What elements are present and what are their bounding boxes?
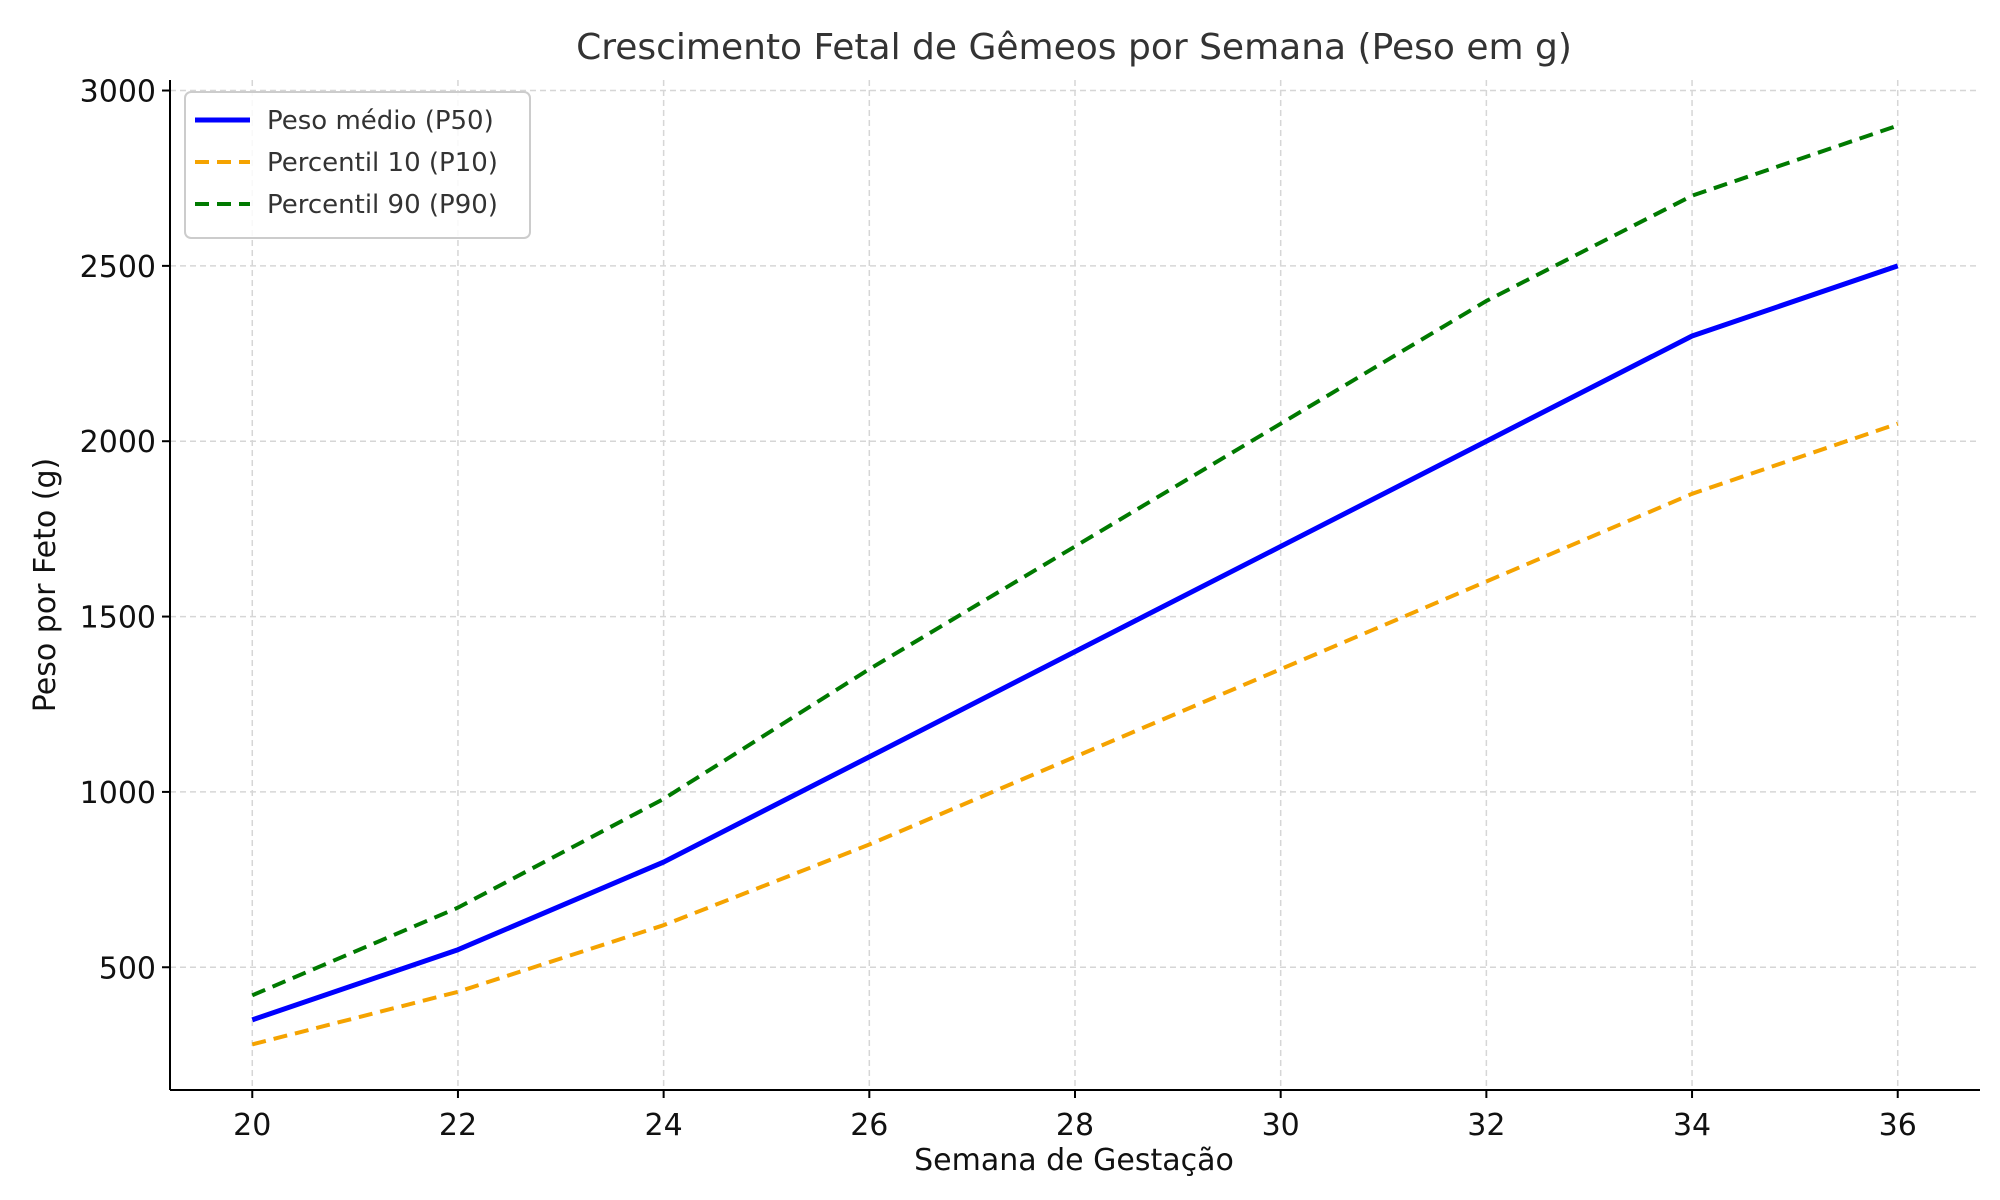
x-tick-label: 30 [1262,1108,1300,1143]
y-tick-label: 1500 [80,601,156,636]
x-tick-label: 34 [1673,1108,1711,1143]
legend-label-1: Peso médio (P50) [267,106,494,136]
y-tick-label: 2500 [80,250,156,285]
series-line-3 [251,123,1899,998]
y-tick-label: 2000 [80,425,156,460]
x-tick-label: 32 [1467,1108,1505,1143]
legend-label-3: Percentil 90 (P90) [267,190,498,220]
legend-label-2: Percentil 10 (P10) [267,148,498,178]
grid [170,80,1980,1090]
series-lines [251,123,1899,1047]
x-tick-label: 28 [1056,1108,1094,1143]
chart-title: Crescimento Fetal de Gêmeos por Semana (… [576,27,1572,68]
x-axis-label: Semana de Gestação [914,1143,1234,1178]
tick-labels: 20 22 24 26 28 30 32 34 36 500 1000 1500 2000 2500 300… [80,75,1917,1143]
y-tick-label: 500 [99,951,156,986]
y-tick-label: 3000 [80,75,156,110]
x-tick-label: 22 [439,1108,477,1143]
y-axis-label: Peso por Feto (g) [28,458,63,712]
x-tick-label: 20 [233,1108,271,1143]
series-line-1 [251,263,1899,1023]
y-tick-label: 1000 [80,776,156,811]
axes [162,80,1980,1098]
legend: Peso médio (P50) Percentil 10 (P10) Percen… [184,91,531,239]
x-tick-label: 24 [645,1108,683,1143]
x-tick-label: 26 [850,1108,888,1143]
x-tick-label: 36 [1879,1108,1917,1143]
legend-box [184,91,531,239]
